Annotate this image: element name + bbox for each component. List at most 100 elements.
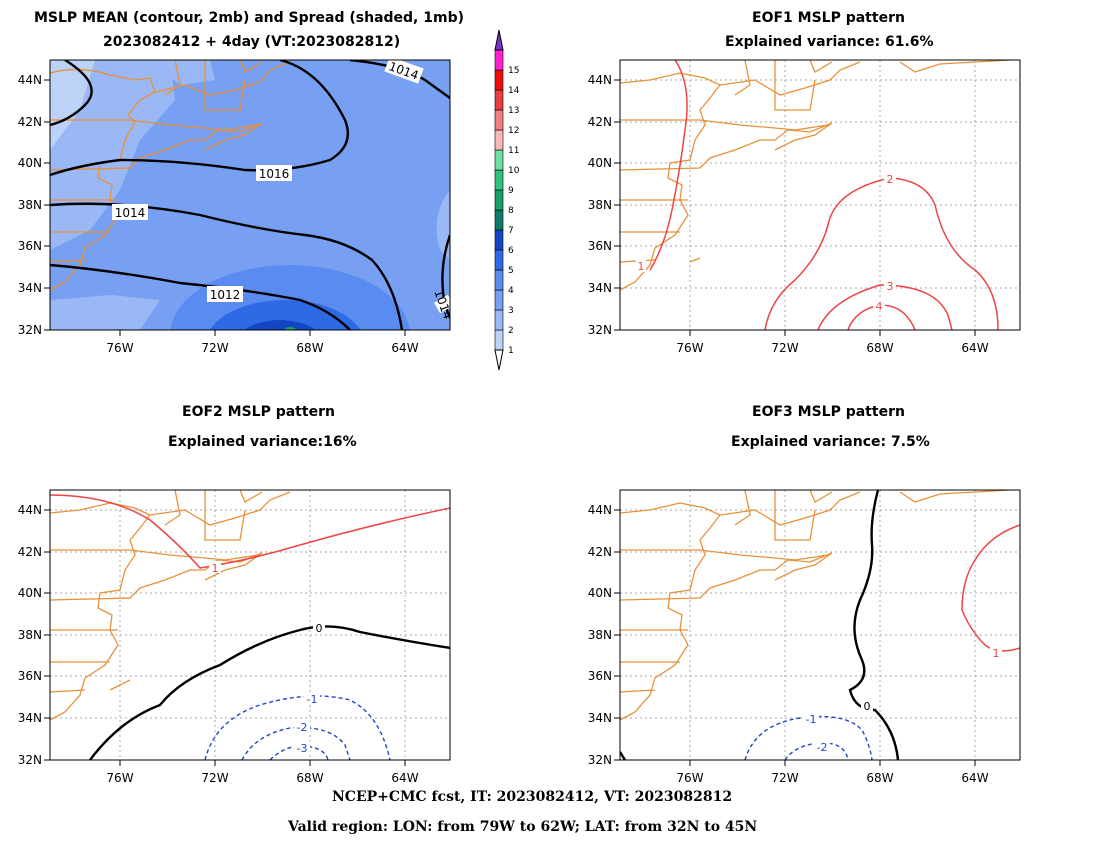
colorbar-box [494, 49, 504, 71]
eof3-coastline [620, 490, 1011, 721]
isobar-label-1014-west: 1014 [115, 206, 146, 220]
colorbar-box [494, 329, 504, 351]
isobar-label-1016: 1016 [259, 167, 290, 181]
lon-tick-label: 72W [201, 771, 228, 785]
colorbar-box [494, 309, 504, 331]
colorbar-box [494, 69, 504, 91]
eof1-coastline [620, 60, 1011, 291]
mean-panel-subtitle: 2023082412 + 4day (VT:2023082812) [103, 34, 401, 50]
colorbar-box [494, 149, 504, 171]
eof3-panel: 0 1 -1 -2 [619, 489, 1021, 761]
lat-tick-label: 32N [588, 323, 612, 337]
colorbar-box [494, 109, 504, 131]
lon-tick-label: 68W [866, 771, 893, 785]
colorbar-box [494, 129, 504, 151]
eof2-title: EOF2 MSLP pattern [182, 404, 335, 420]
lat-tick-label: 40N [18, 156, 42, 170]
eof2-variance: Explained variance:16% [168, 434, 357, 450]
lat-tick-label: 38N [588, 198, 612, 212]
colorbar-box [494, 229, 504, 251]
colorbar-tick-label: 11 [508, 146, 519, 156]
colorbar-box [494, 269, 504, 291]
mean-mslp-panel: 1014 1016 1014 1012 1014 [49, 56, 454, 331]
lon-tick-label: 76W [676, 341, 703, 355]
lat-tick-label: 32N [588, 753, 612, 767]
mean-panel-title: MSLP MEAN (contour, 2mb) and Spread (sha… [34, 10, 464, 26]
colorbar-tick-label: 7 [508, 226, 514, 236]
lat-tick-label: 42N [18, 545, 42, 559]
lat-tick-label: 36N [588, 239, 612, 253]
lat-tick-label: 36N [18, 239, 42, 253]
eof1-title: EOF1 MSLP pattern [752, 10, 905, 26]
colorbar-box [494, 289, 504, 311]
colorbar-box [494, 189, 504, 211]
lat-tick-label: 38N [18, 198, 42, 212]
colorbar-box [494, 209, 504, 231]
lat-tick-label: 42N [18, 115, 42, 129]
colorbar-tick-label: 15 [508, 66, 519, 76]
eof3-label-0: 0 [864, 700, 871, 713]
lat-tick-label: 38N [18, 628, 42, 642]
colorbar-tick-label: 1 [508, 346, 514, 356]
lat-tick-label: 34N [588, 281, 612, 295]
lon-tick-label: 76W [676, 771, 703, 785]
lon-tick-label: 72W [201, 341, 228, 355]
eof2-panel-frame [49, 489, 451, 761]
lat-tick-label: 42N [588, 115, 612, 129]
lat-tick-label: 32N [18, 753, 42, 767]
eof1-label-4: 4 [876, 300, 883, 313]
lat-tick-label: 42N [588, 545, 612, 559]
footer-forecast-info: NCEP+CMC fcst, IT: 2023082412, VT: 20230… [332, 789, 733, 805]
lon-tick-label: 68W [296, 341, 323, 355]
colorbar-top-arrow [494, 29, 504, 51]
eof3-panel-frame [619, 489, 1021, 761]
colorbar-tick-label: 6 [508, 246, 514, 256]
colorbar-tick-label: 3 [508, 306, 514, 316]
colorbar-tick-label: 5 [508, 266, 514, 276]
lat-tick-label: 44N [588, 73, 612, 87]
eof2-label-1: 1 [212, 562, 219, 575]
lat-tick-label: 32N [18, 323, 42, 337]
eof3-label-neg1: -1 [806, 713, 817, 726]
eof3-label-neg2: -2 [817, 741, 828, 754]
colorbar-tick-label: 9 [508, 186, 514, 196]
lon-tick-label: 64W [391, 771, 418, 785]
eof1-panel-frame [619, 59, 1021, 331]
colorbar-tick-label: 2 [508, 326, 514, 336]
lon-tick-label: 76W [106, 341, 133, 355]
eof3-title: EOF3 MSLP pattern [752, 404, 905, 420]
colorbar-tick-label: 8 [508, 206, 514, 216]
lat-tick-label: 44N [18, 503, 42, 517]
lat-tick-label: 44N [588, 503, 612, 517]
mean-isobar-labels: 1014 1016 1014 1012 1014 [112, 56, 454, 321]
eof2-contour-labels: 1 0 -1 -2 -3 [209, 561, 325, 755]
lon-tick-label: 68W [866, 341, 893, 355]
eof2-label-neg3: -3 [297, 742, 308, 755]
eof2-grid [50, 490, 450, 760]
eof3-contour-labels: 0 1 -1 -2 [803, 646, 1002, 754]
eof1-contour-labels: 1 2 3 4 [636, 172, 896, 313]
eof3-contours [620, 490, 1020, 760]
eof1-label-3: 3 [887, 280, 894, 293]
eof3-variance: Explained variance: 7.5% [731, 434, 930, 450]
lat-tick-label: 34N [18, 281, 42, 295]
lon-tick-label: 72W [771, 771, 798, 785]
lat-tick-label: 40N [588, 586, 612, 600]
lat-tick-label: 36N [588, 669, 612, 683]
lat-tick-label: 34N [18, 711, 42, 725]
eof1-label-1: 1 [638, 260, 645, 273]
lat-tick-label: 40N [18, 586, 42, 600]
eof2-label-0: 0 [316, 622, 323, 635]
eof1-contours [649, 60, 999, 330]
lat-tick-label: 44N [18, 73, 42, 87]
footer-valid-region: Valid region: LON: from 79W to 62W; LAT:… [288, 819, 758, 835]
eof1-panel: 1 2 3 4 [619, 59, 1021, 331]
colorbar-tick-label: 14 [508, 86, 520, 96]
isobar-label-1012: 1012 [210, 288, 241, 302]
lon-tick-label: 64W [391, 341, 418, 355]
eof2-panel: 1 0 -1 -2 -3 [49, 489, 451, 761]
eof3-grid [620, 490, 1020, 760]
colorbar-box [494, 249, 504, 271]
